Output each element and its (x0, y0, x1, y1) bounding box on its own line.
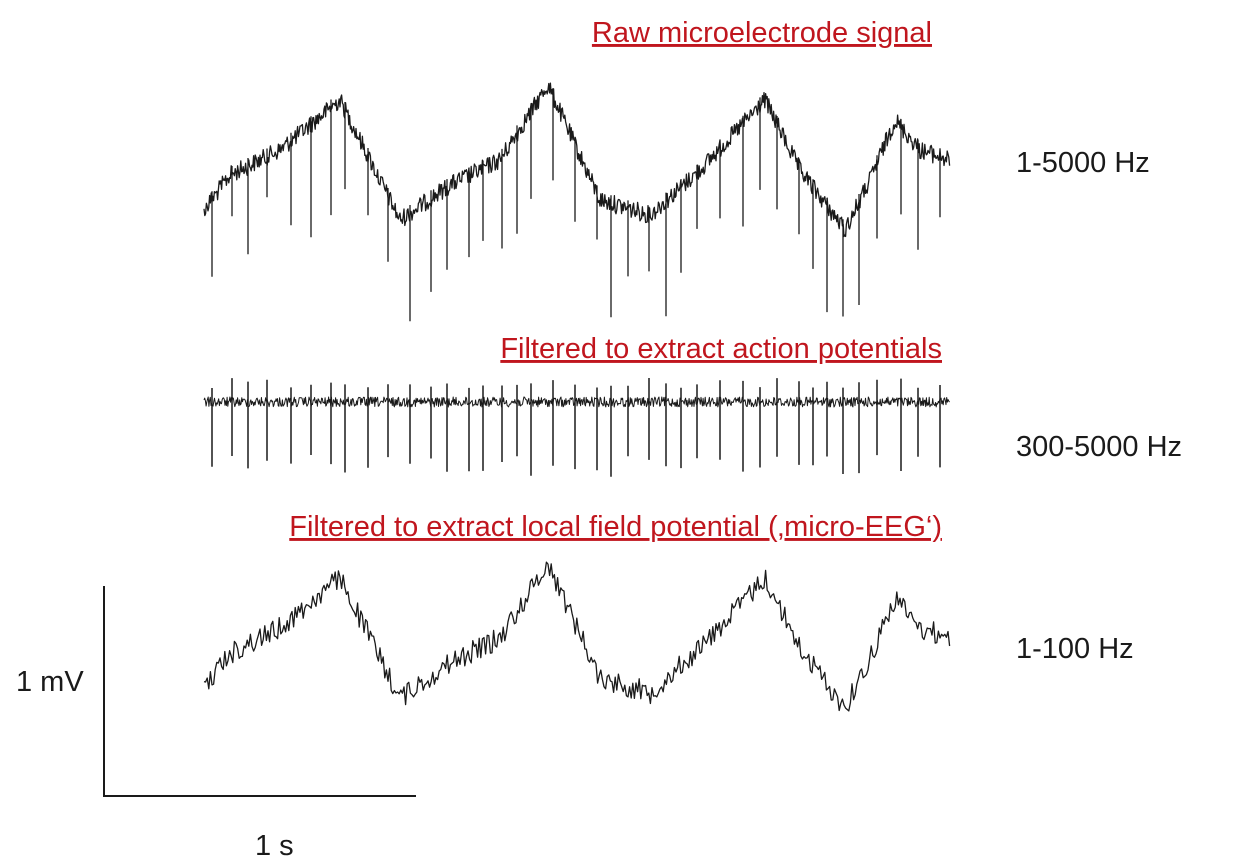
raw-band-label: 1-5000 Hz (1016, 147, 1150, 179)
lfp-band-label: 1-100 Hz (1016, 633, 1134, 665)
scale-time-label: 1 s (255, 830, 294, 861)
lfp-signal-trace (203, 561, 951, 712)
scale-bar (103, 586, 416, 797)
raw-signal-trace (203, 82, 951, 322)
lfp-trace-title: Filtered to extract local field potentia… (289, 511, 942, 543)
raw-trace-title: Raw microelectrode signal (592, 17, 932, 49)
spike-band-label: 300-5000 Hz (1016, 431, 1182, 463)
scale-voltage-label: 1 mV (16, 666, 84, 698)
spike-trace-title: Filtered to extract action potentials (500, 333, 942, 365)
spike-noise-band (203, 396, 950, 408)
action-potential-spikes (211, 378, 941, 477)
